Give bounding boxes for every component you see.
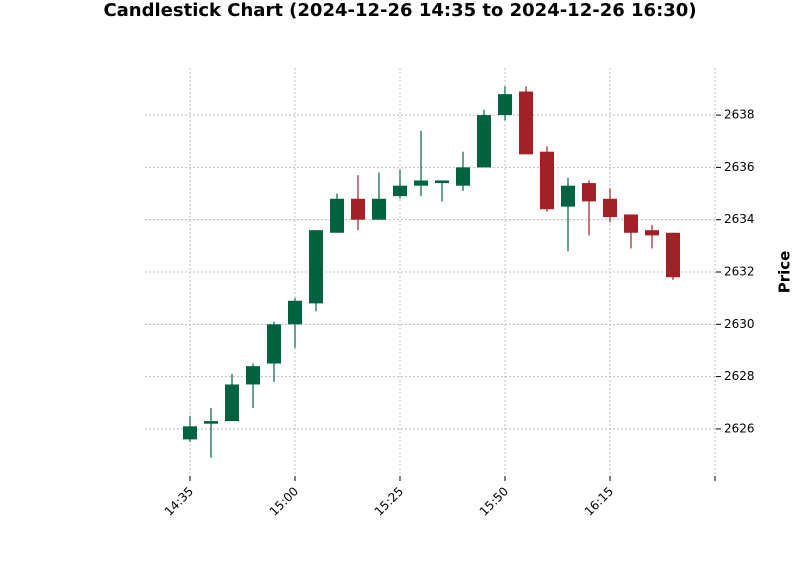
candle-body — [645, 230, 659, 236]
y-tick-label: 2634 — [724, 212, 755, 226]
y-tick-label: 2638 — [724, 108, 755, 122]
candle-body — [498, 94, 512, 116]
candle-body — [414, 180, 428, 186]
candle-body — [540, 151, 554, 210]
candle-body — [456, 167, 470, 186]
candle-body — [309, 230, 323, 304]
candle-body — [582, 183, 596, 202]
y-tick-label: 2628 — [724, 369, 755, 383]
candle-body — [624, 214, 638, 233]
x-tick-label: 15:00 — [267, 484, 301, 518]
candle-body — [267, 324, 281, 364]
x-tick-label: 16:15 — [582, 484, 616, 518]
y-tick-label: 2632 — [724, 265, 755, 279]
y-axis-title: Price — [776, 251, 794, 294]
candle-body — [666, 232, 680, 278]
y-tick-label: 2636 — [724, 160, 755, 174]
grid-lines — [145, 68, 716, 476]
candle-body — [246, 366, 260, 385]
candle-body — [603, 198, 617, 218]
candle-body — [330, 198, 344, 233]
x-tick-label: 15:25 — [372, 484, 406, 518]
y-tick-label: 2630 — [724, 317, 755, 331]
chart-title: Candlestick Chart (2024-12-26 14:35 to 2… — [103, 0, 697, 21]
candle-body — [225, 384, 239, 422]
candle-body — [351, 198, 365, 220]
candle-body — [393, 185, 407, 197]
candle-body — [519, 91, 533, 155]
x-tick-label: 14:35 — [162, 484, 196, 518]
candle-body — [561, 185, 575, 207]
candle-body — [204, 421, 218, 424]
candles — [183, 86, 680, 458]
candle-body — [435, 180, 449, 184]
candle-body — [288, 300, 302, 325]
candle-body — [372, 198, 386, 220]
candle-body — [477, 115, 491, 168]
y-tick-label: 2626 — [724, 421, 755, 435]
x-tick-label: 15:50 — [477, 484, 511, 518]
candle-body — [183, 426, 197, 440]
